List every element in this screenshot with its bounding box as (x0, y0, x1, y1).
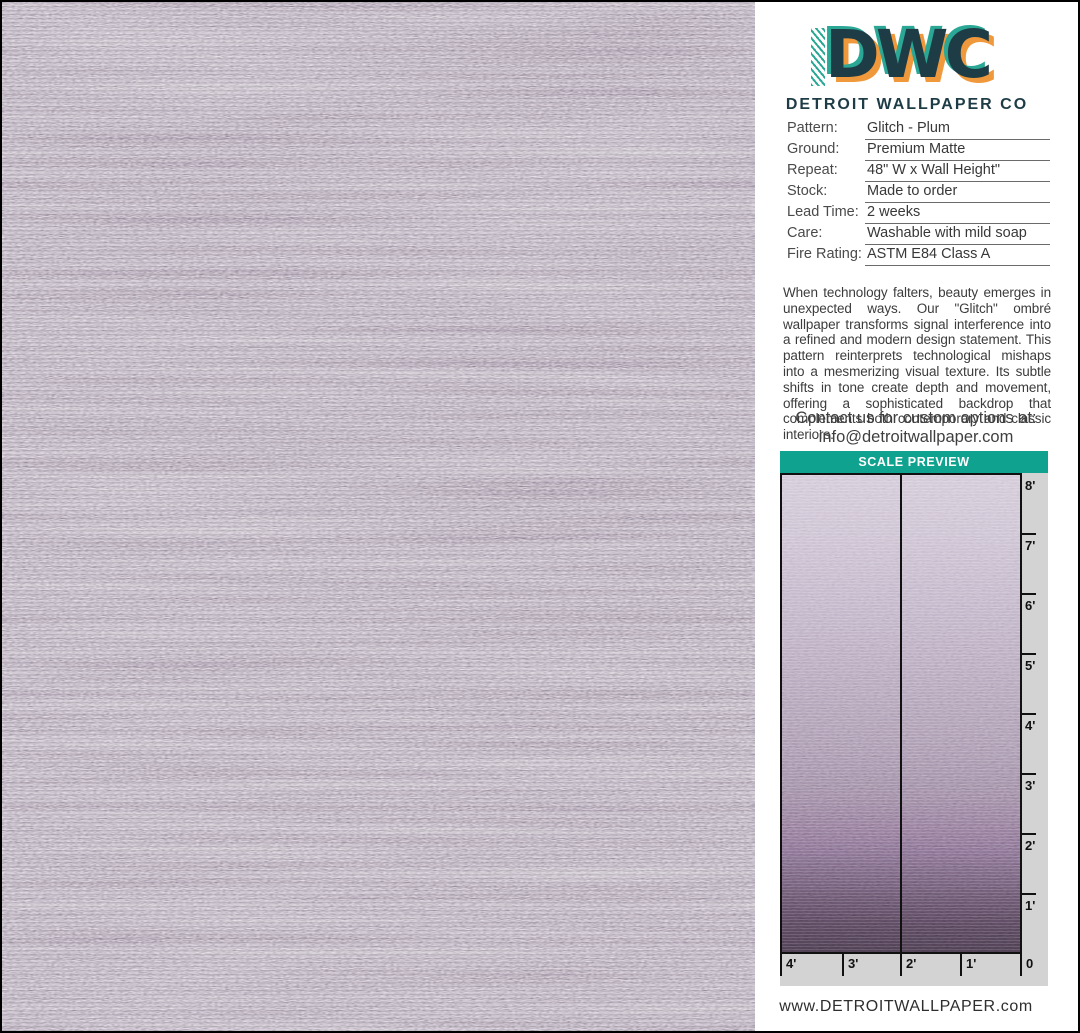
ruler-tick (780, 954, 782, 976)
spec-row-lead-time: Lead Time: 2 weeks (787, 204, 1050, 224)
contact-prompt: Contact us for custom options at: (795, 409, 1037, 427)
spec-row-pattern: Pattern: Glitch - Plum (787, 120, 1050, 140)
horizontal-ruler-strip (780, 954, 1048, 986)
spec-value: Washable with mild soap (865, 225, 1050, 245)
spec-row-stock: Stock: Made to order (787, 183, 1050, 203)
spec-row-ground: Ground: Premium Matte (787, 141, 1050, 161)
spec-label: Fire Rating: (787, 246, 862, 262)
ruler-tick (1022, 713, 1036, 715)
logo-wordmark: DWC (824, 16, 993, 93)
brand-logo: DWC DETROIT WALLPAPER CO (757, 18, 1057, 114)
ruler-label-5ft: 5' (1025, 658, 1036, 673)
panel-seam-line (900, 475, 902, 952)
ruler-tick (1020, 954, 1022, 976)
ruler-label-1ft: 1' (1025, 898, 1036, 913)
ruler-tick (842, 954, 844, 976)
spec-label: Ground: (787, 141, 840, 157)
ruler-tick (1022, 833, 1036, 835)
ruler-label-4ft-h: 4' (786, 956, 797, 971)
ruler-label-0ft-h: 0 (1026, 956, 1034, 971)
scanline-overlay (2, 2, 755, 1031)
ruler-tick (900, 954, 902, 976)
ruler-tick (1022, 593, 1036, 595)
ruler-label-4ft: 4' (1025, 718, 1036, 733)
spec-row-fire-rating: Fire Rating: ASTM E84 Class A (787, 246, 1050, 266)
spec-value: Glitch - Plum (865, 120, 1050, 140)
glitch-noise-texture (2, 2, 755, 1031)
spec-value: Made to order (865, 183, 1050, 203)
ruler-tick (1022, 893, 1036, 895)
ruler-tick (1022, 773, 1036, 775)
logo-hatch-decoration (810, 28, 825, 86)
ruler-tick (1022, 533, 1036, 535)
spec-row-care: Care: Washable with mild soap (787, 225, 1050, 245)
product-description: When technology falters, beauty emerges … (783, 285, 1051, 443)
ruler-label-3ft-h: 3' (848, 956, 859, 971)
spec-value: Premium Matte (865, 141, 1050, 161)
spec-value: ASTM E84 Class A (865, 246, 1050, 266)
spec-label: Repeat: (787, 162, 838, 178)
ruler-label-8ft: 8' (1025, 478, 1036, 493)
website-link[interactable]: www.DETROITWALLPAPER.com (779, 998, 1033, 1015)
ruler-label-2ft-h: 2' (906, 956, 917, 971)
ruler-label-1ft-h: 1' (966, 956, 977, 971)
ruler-tick (1022, 653, 1036, 655)
wallpaper-swatch-image (2, 2, 755, 1031)
spec-label: Stock: (787, 183, 828, 199)
contact-email-link[interactable]: info@detroitwallpaper.com (818, 428, 1014, 446)
scale-preview-header: SCALE PREVIEW (780, 451, 1048, 473)
spec-label: Pattern: (787, 120, 838, 136)
contact-block: Contact us for custom options at: info@d… (782, 409, 1050, 447)
spec-value: 2 weeks (865, 204, 1050, 224)
ruler-label-2ft: 2' (1025, 838, 1036, 853)
ruler-label-3ft: 3' (1025, 778, 1036, 793)
scale-preview-wallpaper (780, 473, 1022, 954)
spec-value: 48" W x Wall Height" (865, 162, 1050, 182)
ruler-tick (960, 954, 962, 976)
spec-row-repeat: Repeat: 48" W x Wall Height" (787, 162, 1050, 182)
brand-name: DETROIT WALLPAPER CO (785, 96, 1029, 113)
spec-label: Lead Time: (787, 204, 859, 220)
spec-label: Care: (787, 225, 823, 241)
ruler-label-7ft: 7' (1025, 538, 1036, 553)
ruler-label-6ft: 6' (1025, 598, 1036, 613)
vertical-ruler-strip (1022, 473, 1048, 986)
spec-table: Pattern: Glitch - Plum Ground: Premium M… (787, 120, 1050, 267)
